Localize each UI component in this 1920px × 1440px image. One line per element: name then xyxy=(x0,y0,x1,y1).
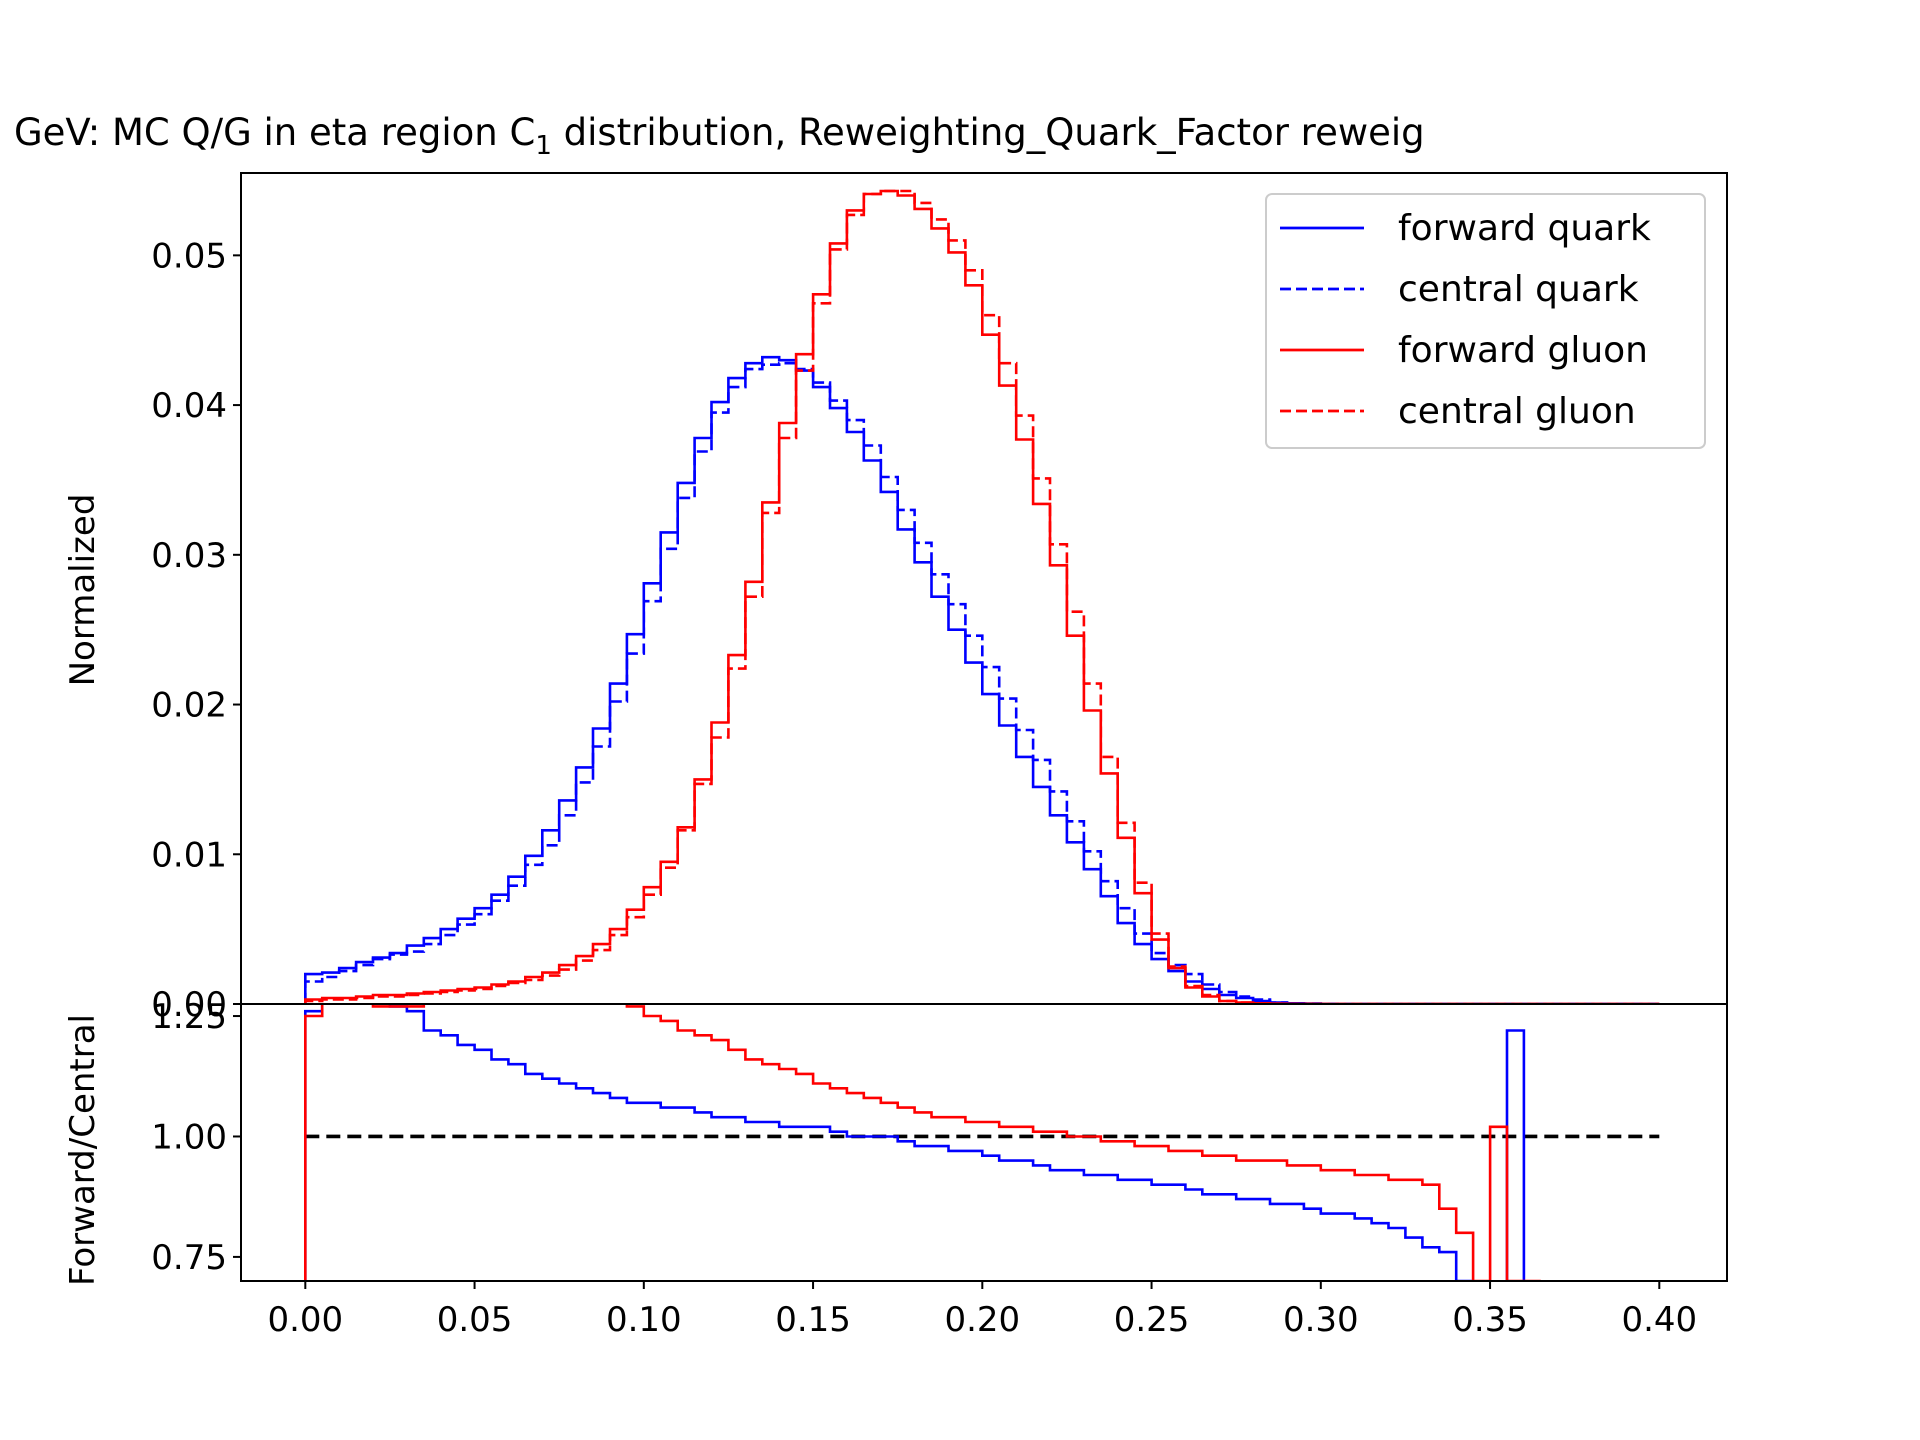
y-tick-label: 0.03 xyxy=(151,536,227,576)
x-tick-label: 0.10 xyxy=(606,1300,682,1340)
x-tick-label: 0.35 xyxy=(1452,1300,1528,1340)
x-tick-label: 0.15 xyxy=(775,1300,851,1340)
y-axis-label: Normalized xyxy=(63,494,103,687)
x-tick-label: 0.25 xyxy=(1114,1300,1190,1340)
x-tick-label: 0.40 xyxy=(1621,1300,1697,1340)
series-forward-quark xyxy=(304,355,1660,1004)
chart-title-main: GeV: MC Q/G in eta region C xyxy=(14,111,535,154)
y-tick-label: 0.01 xyxy=(151,835,227,875)
ratio-y-tick-label: 0.75 xyxy=(151,1238,227,1278)
y-tick-label: 0.02 xyxy=(151,686,227,726)
chart-title-suffix: distribution, Reweighting_Quark_Factor r… xyxy=(552,111,1425,154)
chart-title-subscript: 1 xyxy=(535,131,552,161)
ratio-gluon-ratio xyxy=(304,1004,1541,1281)
x-tick-label: 0.30 xyxy=(1283,1300,1359,1340)
ratio-y-axis-label: Forward/Central xyxy=(63,1014,103,1286)
x-tick-label: 0.05 xyxy=(437,1300,513,1340)
y-tick-label: 0.00 xyxy=(151,985,227,1025)
legend-label: central gluon xyxy=(1398,391,1636,432)
legend-label: forward quark xyxy=(1398,208,1651,249)
ratio-y-tick-label: 1.25 xyxy=(151,997,227,1037)
y-tick-label: 0.05 xyxy=(151,236,227,276)
ratio-plot-frame xyxy=(240,1003,1728,1282)
x-tick-label: 0.20 xyxy=(944,1300,1020,1340)
legend-box xyxy=(1265,193,1706,449)
chart-title: GeV: MC Q/G in eta region C1 distributio… xyxy=(14,111,1425,161)
y-tick-label: 0.04 xyxy=(151,386,227,426)
legend: forward quark central quark forward gluon c… xyxy=(1265,193,1706,449)
ratio-y-tick-label: 1.00 xyxy=(151,1117,227,1157)
ratio-plot: 0.75 1.00 1.25 0.00 0.05 0.10 0.15 0.20 0.25 0.30… xyxy=(151,997,1728,1340)
legend-label: central quark xyxy=(1398,269,1639,310)
legend-label: forward gluon xyxy=(1398,330,1648,371)
x-tick-label: 0.00 xyxy=(267,1300,343,1340)
main-plot: 0.00 0.01 0.02 0.03 0.04 0.05 xyxy=(151,172,1728,1025)
